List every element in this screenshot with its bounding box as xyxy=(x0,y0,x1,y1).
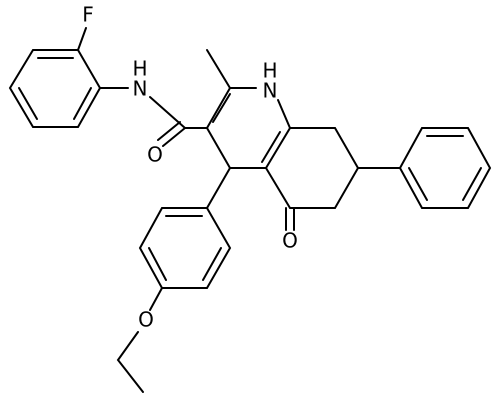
fluorophenyl-ring xyxy=(8,49,102,128)
double-bond xyxy=(212,93,231,123)
atom-label: N xyxy=(133,77,148,101)
double-bond xyxy=(202,247,222,281)
atom-label: O xyxy=(138,308,154,332)
bond xyxy=(149,287,163,311)
bond xyxy=(162,127,186,147)
methyl-bond xyxy=(206,49,231,89)
bonds xyxy=(8,27,492,393)
atom-label: H xyxy=(262,59,277,83)
double-bond xyxy=(148,247,167,281)
bond xyxy=(265,127,360,209)
atom-label: O xyxy=(147,143,163,167)
atom-label: F xyxy=(82,3,94,27)
double-bond xyxy=(73,87,92,120)
atom-label: H xyxy=(132,57,147,81)
double-bond xyxy=(157,121,181,141)
ethoxyphenyl-ring xyxy=(138,207,232,289)
phenyl-ring xyxy=(398,127,492,209)
double-bond xyxy=(408,167,428,201)
atom-label: O xyxy=(282,229,298,253)
bond xyxy=(206,87,257,129)
double-bond xyxy=(18,87,38,120)
double-bond xyxy=(261,131,281,163)
double-bond xyxy=(462,167,482,201)
bond xyxy=(77,27,87,51)
bond xyxy=(206,167,231,209)
ethyl-bond xyxy=(116,331,144,393)
atom-label: N xyxy=(263,79,278,103)
